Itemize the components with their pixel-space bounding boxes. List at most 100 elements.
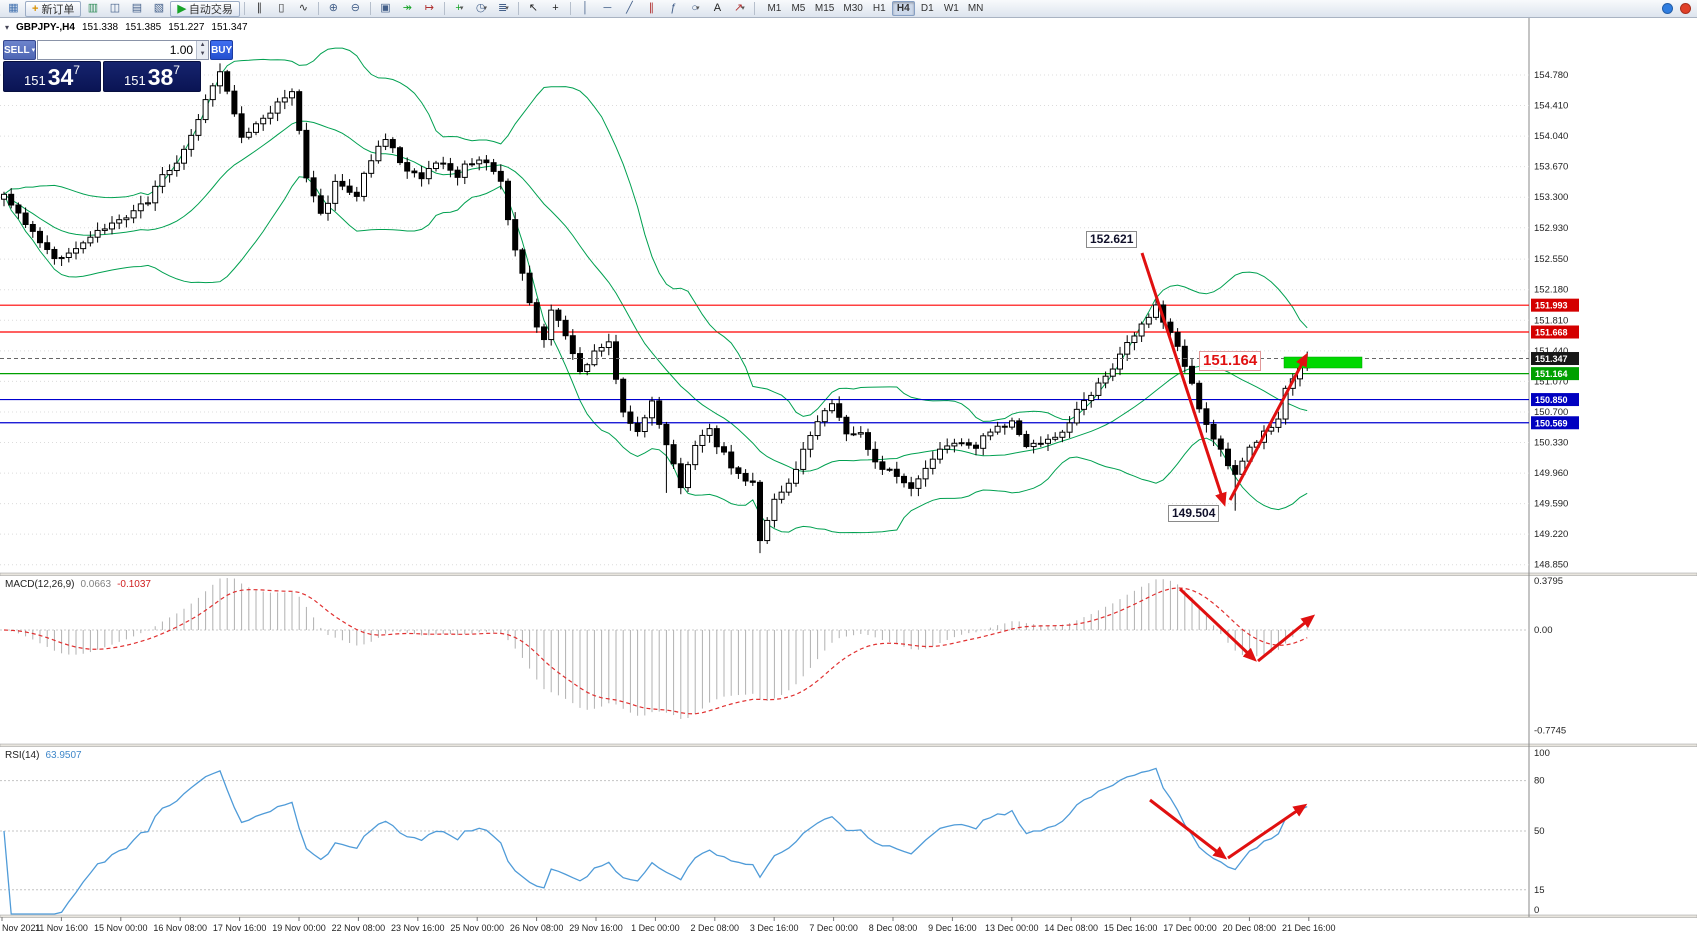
timeframe-w1[interactable]: W1: [943, 3, 959, 14]
open-value: 151.338: [81, 22, 119, 33]
sell-price-pips: 34: [47, 64, 74, 90]
text-label-icon[interactable]: A: [707, 1, 728, 17]
status-red-icon[interactable]: [1680, 3, 1691, 14]
auto-scroll-icon[interactable]: ↠: [397, 1, 418, 17]
trendline-icon[interactable]: ╱: [619, 1, 640, 17]
timeframe-h1[interactable]: H1: [872, 3, 886, 14]
shapes-icon[interactable]: ○ ▾: [685, 1, 706, 17]
cursor-icon[interactable]: ↖: [523, 1, 544, 17]
indicators-icon[interactable]: + ▾: [449, 1, 470, 17]
svg-text:1 Dec 00:00: 1 Dec 00:00: [631, 923, 680, 933]
auto-scroll-icon: ↠: [402, 2, 413, 14]
svg-text:25 Nov 00:00: 25 Nov 00:00: [450, 923, 504, 933]
autotrading-button[interactable]: ▶ 自动交易: [170, 0, 240, 17]
tile-windows-icon[interactable]: ▣: [375, 1, 396, 17]
arrows-tool-icon[interactable]: ↗ ▾: [729, 1, 750, 17]
new-order-button[interactable]: + 新订单: [25, 0, 82, 17]
svg-text:151.668: 151.668: [1535, 328, 1568, 338]
crosshair-icon[interactable]: +: [545, 1, 566, 17]
timeframe-m5[interactable]: M5: [791, 3, 806, 14]
one-click-toggle-icon[interactable]: ▾: [5, 23, 10, 32]
chart-window-icon[interactable]: ▦: [3, 1, 24, 17]
timeframe-d1[interactable]: D1: [920, 3, 934, 14]
vertical-line-icon[interactable]: │: [575, 1, 596, 17]
swing-low-price-label[interactable]: 149.504: [1168, 505, 1220, 522]
sell-price-frac: 7: [73, 63, 80, 77]
market-watch-icon[interactable]: ◫: [104, 1, 125, 17]
horizontal-lines[interactable]: [0, 304, 1529, 424]
svg-text:0.00: 0.00: [1534, 625, 1553, 636]
toolbar-separator: [517, 2, 519, 15]
timeframe-m30[interactable]: M30: [843, 3, 863, 14]
svg-text:150.700: 150.700: [1534, 407, 1568, 418]
zoom-out-icon: ⊖: [350, 2, 361, 14]
fibonacci-icon[interactable]: ƒ: [663, 1, 684, 17]
timeframe-m1[interactable]: M1: [767, 3, 782, 14]
zoom-in-icon[interactable]: ⊕: [323, 1, 344, 17]
dropdown-caret-icon: ▾: [483, 5, 487, 12]
svg-text:151.440: 151.440: [1534, 346, 1568, 357]
svg-text:154.410: 154.410: [1534, 101, 1568, 112]
svg-text:0.3795: 0.3795: [1534, 576, 1563, 587]
periods-icon[interactable]: ◷ ▾: [471, 1, 492, 17]
rsi-panel[interactable]: 100 80 50 15 0: [0, 748, 1550, 916]
svg-text:13 Dec 00:00: 13 Dec 00:00: [985, 923, 1039, 933]
zoom-out-icon[interactable]: ⊖: [345, 1, 366, 17]
sell-button[interactable]: SELL ▾: [3, 40, 37, 60]
chart-shift-icon[interactable]: ↦: [419, 1, 440, 17]
dropdown-caret-icon: ▾: [695, 5, 700, 12]
svg-text:19 Nov 00:00: 19 Nov 00:00: [272, 923, 326, 933]
data-window-icon[interactable]: ▤: [126, 1, 147, 17]
navigator-icon: ▧: [153, 2, 165, 14]
templates-icon[interactable]: ≣ ▾: [493, 1, 514, 17]
volume-input[interactable]: [38, 41, 197, 59]
channel-icon: ∥: [648, 2, 655, 14]
svg-text:150.569: 150.569: [1535, 418, 1568, 428]
trendline-icon: ╱: [626, 2, 633, 14]
buy-price-button[interactable]: 151 38 7: [103, 61, 201, 92]
swing-high-price-label[interactable]: 152.621: [1086, 231, 1138, 248]
volume-stepper[interactable]: ▲ ▼: [196, 41, 209, 59]
trend-arrows[interactable]: [1140, 252, 1316, 860]
timeframe-h4[interactable]: H4: [891, 1, 915, 16]
buy-button[interactable]: BUY: [210, 40, 234, 60]
navigator-icon[interactable]: ▧: [148, 1, 169, 17]
candlesticks[interactable]: [1, 63, 1311, 554]
horizontal-line-icon[interactable]: ─: [597, 1, 618, 17]
volume-up-icon[interactable]: ▲: [197, 41, 209, 50]
svg-text:23 Nov 16:00: 23 Nov 16:00: [391, 923, 445, 933]
svg-text:Nov 2021: Nov 2021: [2, 923, 41, 933]
close-value: 151.347: [211, 22, 248, 33]
svg-text:17 Nov 16:00: 17 Nov 16:00: [213, 923, 267, 933]
indicators-icon: +: [455, 2, 462, 14]
sell-price-button[interactable]: 151 34 7: [3, 61, 101, 92]
line-chart-icon[interactable]: ∿: [293, 1, 314, 17]
volume-down-icon[interactable]: ▼: [197, 50, 209, 59]
bars-chart-icon[interactable]: ∥: [249, 1, 270, 17]
svg-text:15: 15: [1534, 885, 1545, 896]
svg-text:14 Dec 08:00: 14 Dec 08:00: [1044, 923, 1098, 933]
channel-icon[interactable]: ∥: [641, 1, 662, 17]
charts-toggle-icon[interactable]: ▥: [82, 1, 103, 17]
price-gridlines: [0, 74, 1529, 566]
svg-text:153.300: 153.300: [1534, 192, 1568, 203]
svg-text:151.070: 151.070: [1534, 376, 1568, 387]
bars-chart-icon: ∥: [256, 2, 263, 14]
candlestick-chart-icon[interactable]: ▯: [271, 1, 292, 17]
timeframe-mn[interactable]: MN: [967, 3, 984, 14]
price-axis[interactable]: 154.780 154.410 154.040 153.670 153.300 152.9…: [1534, 70, 1568, 571]
zoom-in-icon: ⊕: [328, 2, 339, 14]
macd-panel[interactable]: 0.3795 0.00 -0.7745: [0, 576, 1566, 736]
timeframe-m15[interactable]: M15: [814, 3, 835, 14]
entry-price-label[interactable]: 151.164: [1199, 351, 1262, 371]
svg-text:7 Dec 00:00: 7 Dec 00:00: [809, 923, 858, 933]
one-click-trading-panel: SELL ▾ ▲ ▼ BUY 151 34 7 151 38 7: [3, 40, 234, 92]
status-blue-icon[interactable]: [1662, 3, 1673, 14]
toolbar: ▦ + 新订单 ▥ ◫ ▤ ▧ ▶ 自动交易 ∥ ▯ ∿ ⊕ ⊖ ▣ ↠ ↦ + ▾ ◷ ▾ ≣ ▾ ↖ + │ ─ ╱ ∥ ƒ ○ ▾ A ↗ ▾…: [0, 0, 1697, 18]
svg-text:80: 80: [1534, 776, 1545, 787]
svg-text:154.040: 154.040: [1534, 131, 1568, 142]
entry-zone-rectangle[interactable]: [1283, 356, 1363, 369]
